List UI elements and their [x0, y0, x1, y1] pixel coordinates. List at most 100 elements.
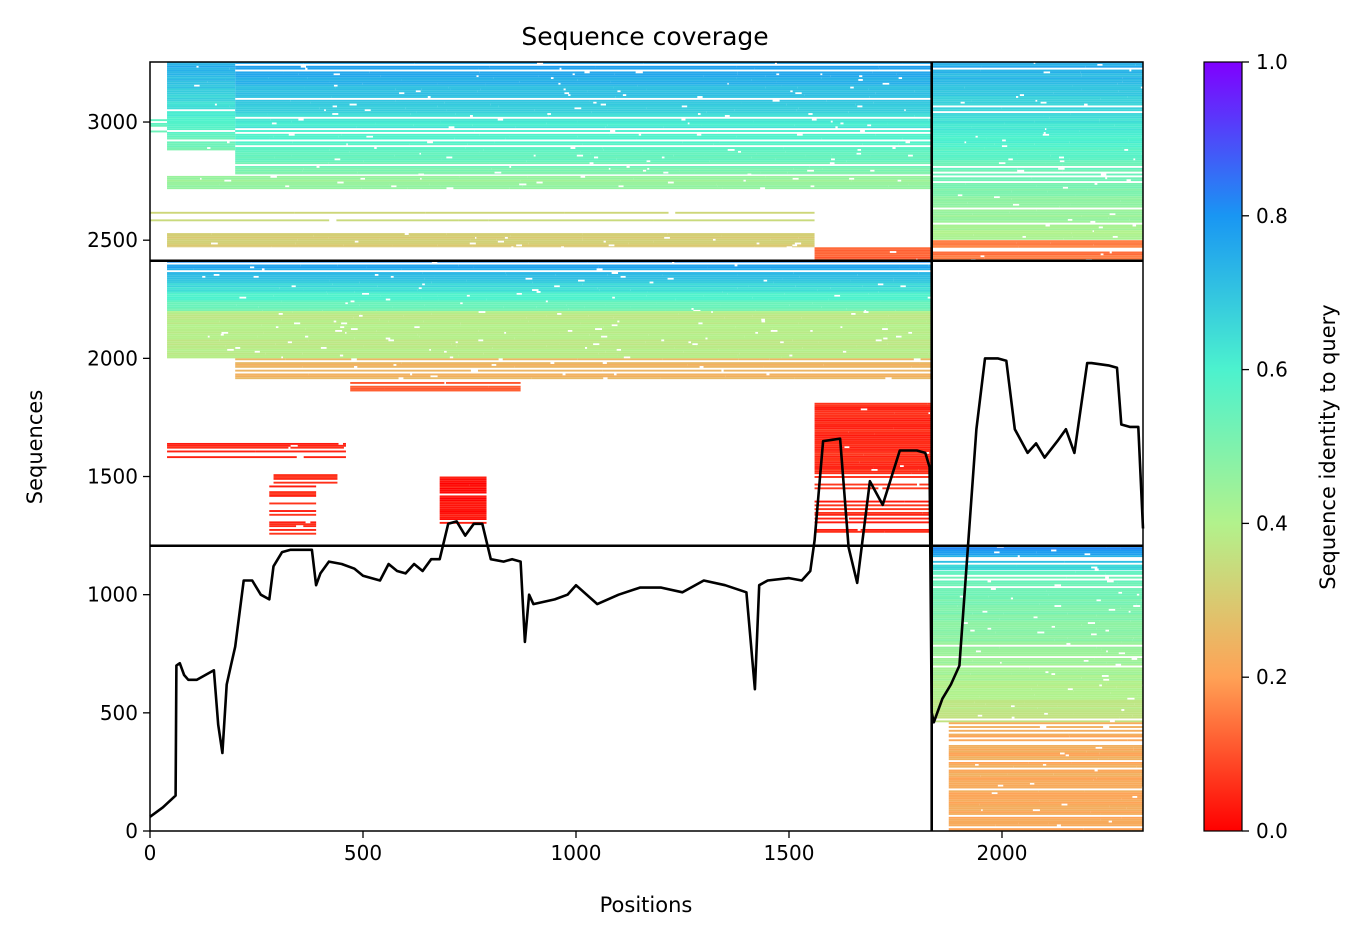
sequence-row	[1064, 560, 1120, 563]
sequence-row	[235, 365, 303, 368]
sequence-row	[534, 329, 568, 332]
sequence-row	[783, 341, 819, 344]
sequence-row	[363, 345, 457, 348]
sequence-row	[813, 169, 871, 172]
sequence-row	[1069, 150, 1143, 153]
sequence-row	[984, 147, 1123, 149]
sequence-row	[167, 320, 220, 323]
sequence-row	[875, 133, 932, 136]
sequence-row	[1096, 777, 1143, 780]
sequence-row	[616, 158, 776, 161]
sequence-row	[273, 481, 338, 484]
sequence-row	[297, 238, 380, 241]
sequence-row	[814, 461, 860, 464]
colorbar	[1203, 61, 1243, 832]
sequence-row	[814, 451, 925, 454]
sequence-row	[1109, 678, 1143, 681]
sequence-row	[350, 381, 445, 384]
sequence-row	[520, 179, 621, 182]
sequence-row	[814, 459, 932, 462]
sequence-row	[649, 167, 747, 170]
sequence-row	[1132, 714, 1143, 717]
sequence-row	[887, 337, 932, 340]
sequence-row	[167, 314, 360, 317]
sequence-row	[233, 348, 430, 351]
sequence-row	[904, 500, 932, 503]
sequence-row	[736, 65, 879, 68]
sequence-row	[931, 160, 1060, 163]
x-tick-label: 500	[344, 841, 382, 865]
sequence-row	[343, 181, 537, 184]
heatmap-region	[814, 402, 932, 475]
sequence-row	[305, 328, 351, 330]
sequence-row	[235, 113, 268, 115]
sequence-row	[513, 246, 562, 248]
sequence-row	[898, 143, 932, 146]
sequence-row	[782, 277, 894, 280]
sequence-row	[1075, 194, 1143, 197]
sequence-row	[873, 467, 932, 469]
sequence-row	[656, 302, 813, 305]
sequence-row	[1130, 620, 1143, 623]
sequence-row	[292, 141, 428, 144]
sequence-row	[298, 73, 334, 76]
sequence-row	[384, 387, 453, 390]
sequence-row	[548, 114, 725, 117]
sequence-row	[827, 333, 932, 336]
sequence-row	[292, 311, 479, 313]
sequence-row	[285, 358, 352, 361]
sequence-row	[1101, 648, 1143, 651]
sequence-row	[1067, 637, 1134, 640]
sequence-row	[931, 635, 1051, 638]
sequence-row	[653, 281, 774, 284]
sequence-row	[764, 318, 924, 321]
sequence-row	[948, 756, 1109, 759]
sequence-row	[765, 187, 909, 190]
sequence-row	[814, 416, 932, 418]
sequence-row	[703, 365, 764, 368]
sequence-row	[235, 375, 431, 378]
sequence-row	[235, 373, 309, 376]
sequence-row	[1070, 203, 1143, 206]
sequence-row	[846, 308, 932, 310]
sequence-row	[1029, 667, 1143, 670]
sequence-row	[408, 233, 447, 235]
sequence-row	[450, 88, 481, 91]
sequence-row	[755, 309, 865, 312]
sequence-row	[235, 158, 335, 161]
sequence-row	[689, 122, 841, 125]
sequence-row	[491, 167, 609, 170]
sequence-row	[931, 675, 1102, 677]
sequence-row	[150, 130, 168, 133]
sequence-row	[1050, 154, 1143, 157]
sequence-row	[167, 329, 336, 332]
sequence-row	[167, 331, 222, 334]
sequence-row	[767, 279, 851, 282]
sequence-row	[751, 173, 865, 175]
sequence-row	[931, 147, 985, 149]
sequence-row	[302, 169, 489, 172]
sequence-row	[948, 816, 1122, 819]
sequence-row	[773, 281, 932, 284]
sequence-row	[582, 143, 714, 146]
sequence-row	[346, 331, 505, 334]
sequence-row	[814, 247, 932, 250]
sequence-row	[931, 109, 1056, 112]
sequence-row	[850, 279, 894, 282]
sequence-row	[379, 318, 521, 321]
sequence-row	[626, 94, 805, 97]
sequence-row	[322, 318, 380, 321]
sequence-row	[931, 194, 958, 197]
sequence-row	[308, 335, 420, 338]
sequence-row	[167, 105, 230, 108]
sequence-row	[770, 268, 932, 271]
sequence-row	[772, 328, 883, 330]
sequence-row	[931, 226, 1099, 229]
sequence-row	[577, 135, 737, 138]
sequence-row	[1044, 631, 1143, 634]
sequence-row	[167, 273, 214, 276]
sequence-row	[967, 639, 1055, 641]
sequence-row	[235, 79, 371, 81]
sequence-row	[298, 246, 473, 248]
sequence-row	[1124, 709, 1143, 711]
